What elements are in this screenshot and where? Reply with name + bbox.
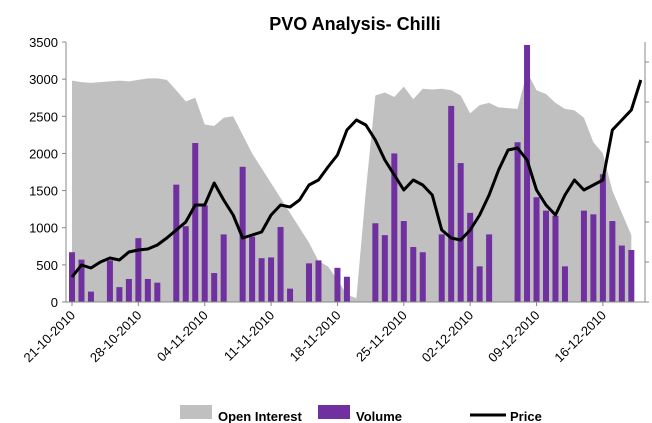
x-tick-label: 11-11-2010 xyxy=(221,308,277,364)
bar xyxy=(87,291,94,302)
bar xyxy=(249,236,256,302)
bar xyxy=(201,205,208,302)
bar xyxy=(277,226,284,302)
bar xyxy=(410,247,417,302)
bar xyxy=(78,259,85,302)
bar xyxy=(144,278,151,302)
y-tick-label: 2500 xyxy=(29,109,58,124)
bar xyxy=(192,143,199,302)
bar xyxy=(618,245,625,302)
bar xyxy=(628,250,635,302)
x-tick-label: 02-12-2010 xyxy=(419,308,477,366)
x-tick-label: 04-11-2010 xyxy=(154,308,211,365)
bar xyxy=(514,142,521,302)
y-tick-label: 500 xyxy=(36,258,58,273)
bar xyxy=(599,174,606,302)
y-tick-label: 0 xyxy=(51,295,58,310)
x-tick-label: 21-10-2010 xyxy=(20,308,78,366)
legend-label: Volume xyxy=(356,409,402,423)
bar xyxy=(287,288,294,302)
bar xyxy=(533,197,540,302)
bar xyxy=(448,105,455,302)
chart-title: PVO Analysis- Chilli xyxy=(269,14,440,34)
x-tick-label: 18-11-2010 xyxy=(287,308,344,365)
bar xyxy=(476,266,483,302)
legend-swatch xyxy=(180,405,212,419)
bar xyxy=(211,273,218,302)
y-tick-label: 2000 xyxy=(29,146,58,161)
bar xyxy=(438,234,445,302)
bar xyxy=(590,214,597,302)
bar xyxy=(173,184,180,302)
legend-label: Open Interest xyxy=(218,409,302,423)
bar xyxy=(580,210,587,302)
bar xyxy=(524,44,531,302)
x-tick-label: 09-12-2010 xyxy=(485,308,543,366)
bar xyxy=(609,221,616,302)
legend-swatch xyxy=(318,405,350,419)
bar xyxy=(315,260,322,302)
y-tick-label: 3000 xyxy=(29,72,58,87)
x-tick-label: 25-11-2010 xyxy=(353,308,410,365)
y-tick-label: 1000 xyxy=(29,221,58,236)
bar xyxy=(343,276,350,302)
bar xyxy=(220,234,227,302)
line xyxy=(70,79,643,278)
bar xyxy=(182,226,189,302)
bar xyxy=(391,153,398,302)
bar xyxy=(69,252,75,302)
bar xyxy=(561,266,568,302)
bar xyxy=(135,238,142,302)
bar xyxy=(154,282,161,302)
bar xyxy=(334,267,341,302)
bar xyxy=(306,263,312,302)
y-tick-label: 3500 xyxy=(29,35,58,50)
x-tick-label: 28-10-2010 xyxy=(87,308,145,366)
bar xyxy=(125,278,132,302)
bar xyxy=(400,221,407,302)
bar xyxy=(486,234,493,302)
bar xyxy=(106,260,113,302)
legend-label: Price xyxy=(510,409,542,423)
bar xyxy=(552,215,559,302)
x-tick-label: 16-12-2010 xyxy=(551,308,609,366)
bar xyxy=(543,210,549,302)
bar xyxy=(457,163,464,302)
bar xyxy=(381,235,388,302)
bar xyxy=(258,258,265,302)
bar xyxy=(419,252,426,302)
bar xyxy=(268,257,275,302)
y-tick-label: 1500 xyxy=(29,184,58,199)
bar xyxy=(116,287,123,302)
bar xyxy=(467,212,474,302)
bar xyxy=(372,223,379,302)
